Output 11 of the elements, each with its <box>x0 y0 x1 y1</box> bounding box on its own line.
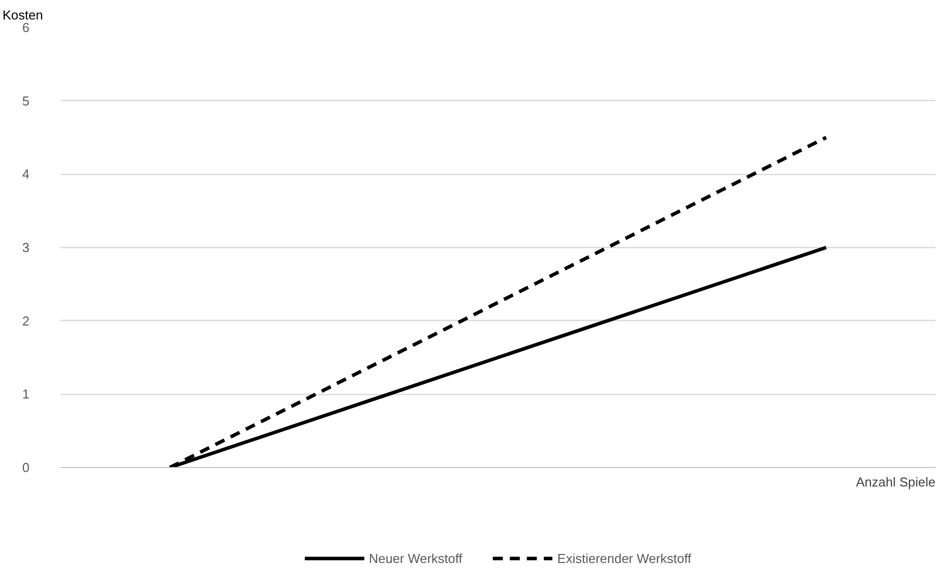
y-tick-label: 2 <box>22 313 30 328</box>
y-tick-label: 0 <box>22 460 30 475</box>
y-tick-label: 5 <box>22 93 30 108</box>
legend-label: Neuer Werkstoff <box>368 550 462 566</box>
y-tick-label: 6 <box>22 20 30 35</box>
y-axis-title: Kosten <box>2 8 43 22</box>
y-tick-label: 4 <box>22 166 30 182</box>
x-axis-title: Anzahl Spiele <box>856 474 936 490</box>
legend-label: Existierender Werkstoff <box>557 550 692 566</box>
y-tick-label: 1 <box>22 386 30 402</box>
y-tick-label: 3 <box>22 240 30 255</box>
